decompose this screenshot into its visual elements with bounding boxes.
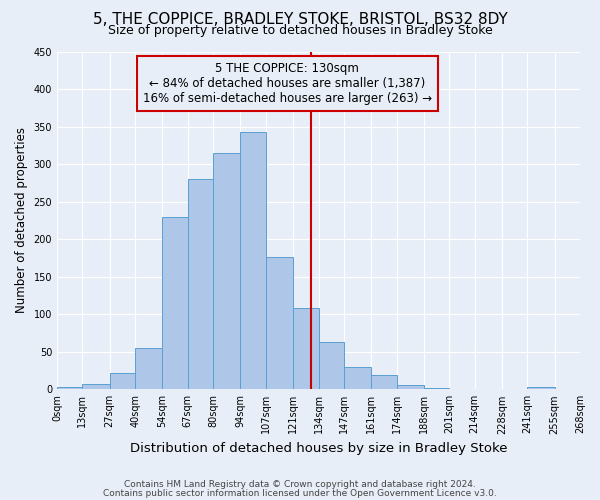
Bar — [213, 153, 241, 390]
Bar — [371, 375, 397, 390]
Bar — [344, 367, 371, 390]
Bar — [266, 257, 293, 390]
Bar — [424, 388, 449, 390]
Bar — [319, 342, 344, 390]
Bar — [57, 387, 82, 390]
Bar — [527, 387, 554, 390]
Bar — [397, 385, 424, 390]
Bar — [293, 308, 319, 390]
Text: 5 THE COPPICE: 130sqm
← 84% of detached houses are smaller (1,387)
16% of semi-d: 5 THE COPPICE: 130sqm ← 84% of detached … — [143, 62, 432, 104]
Y-axis label: Number of detached properties: Number of detached properties — [15, 128, 28, 314]
Text: 5, THE COPPICE, BRADLEY STOKE, BRISTOL, BS32 8DY: 5, THE COPPICE, BRADLEY STOKE, BRISTOL, … — [92, 12, 508, 28]
Text: Contains public sector information licensed under the Open Government Licence v3: Contains public sector information licen… — [103, 488, 497, 498]
Text: Contains HM Land Registry data © Crown copyright and database right 2024.: Contains HM Land Registry data © Crown c… — [124, 480, 476, 489]
Bar — [188, 179, 213, 390]
Bar — [163, 216, 188, 390]
X-axis label: Distribution of detached houses by size in Bradley Stoke: Distribution of detached houses by size … — [130, 442, 507, 455]
Text: Size of property relative to detached houses in Bradley Stoke: Size of property relative to detached ho… — [107, 24, 493, 37]
Bar — [82, 384, 110, 390]
Bar — [241, 132, 266, 390]
Bar — [110, 373, 135, 390]
Bar — [135, 348, 163, 390]
